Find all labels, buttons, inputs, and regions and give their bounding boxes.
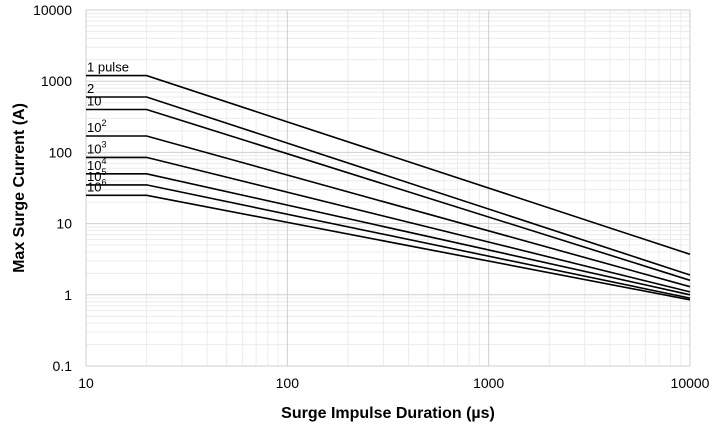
y-tick-label: 0.1 <box>53 358 73 374</box>
y-tick-label: 1 <box>64 287 72 303</box>
y-axis-title: Max Surge Current (A) <box>11 103 28 273</box>
y-tick-label: 100 <box>49 144 73 160</box>
series-line <box>86 96 691 276</box>
series-line <box>86 156 691 293</box>
series-line <box>86 194 691 301</box>
x-tick-label: 100 <box>276 375 300 391</box>
series-label: 1 pulse <box>87 60 129 75</box>
x-tick-label: 10 <box>78 375 94 391</box>
series-label: 104 <box>87 156 106 173</box>
tick-labels: 10 100 1000 10000 0.1 1 10 100 1000 10000 <box>33 2 710 391</box>
series-lines <box>86 74 691 301</box>
series-line <box>86 74 691 256</box>
y-tick-label: 10000 <box>33 2 72 18</box>
x-tick-label: 10000 <box>671 375 710 391</box>
series-label: 103 <box>87 139 106 156</box>
grid <box>85 9 691 367</box>
y-tick-label: 1000 <box>41 73 72 89</box>
series-label: 106 <box>87 177 106 194</box>
series-line <box>86 108 691 282</box>
series-line <box>86 184 691 299</box>
series-line <box>86 173 691 296</box>
y-tick-label: 10 <box>56 216 72 232</box>
series-line <box>86 135 691 288</box>
series-label: 10 <box>87 94 101 109</box>
series-label: 102 <box>87 118 106 135</box>
x-tick-label: 1000 <box>473 375 504 391</box>
series-label: 105 <box>87 167 106 184</box>
series-label: 2 <box>87 81 94 96</box>
x-axis-title: Surge Impulse Duration (µs) <box>281 405 495 422</box>
